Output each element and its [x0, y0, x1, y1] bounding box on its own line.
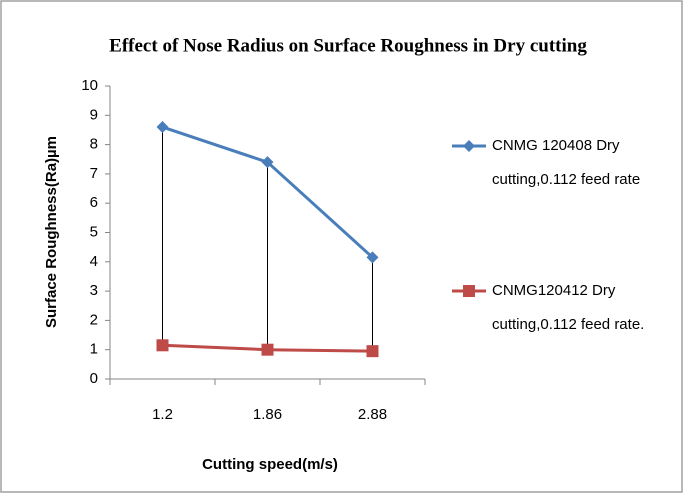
- x-tick-label: 2.88: [358, 406, 387, 423]
- y-tick-label: 8: [90, 136, 98, 153]
- y-tick-label: 0: [90, 370, 98, 387]
- y-tick-label: 1: [90, 341, 98, 358]
- y-tick-label: 4: [90, 253, 98, 270]
- legend-label: CNMG 120408 Dry cutting,0.112 feed rate: [492, 137, 640, 188]
- marker: [156, 339, 169, 352]
- legend-line-2: cutting,0.112 feed rate.: [492, 316, 644, 333]
- y-tick-label: 5: [90, 223, 98, 240]
- x-tick-label: 1.86: [253, 406, 282, 423]
- y-tick-label: 10: [81, 77, 98, 94]
- legend-label: CNMG120412 Dry cutting,0.112 feed rate.: [492, 282, 644, 333]
- y-tick-label: 7: [90, 165, 98, 182]
- y-tick-label: 2: [90, 311, 98, 328]
- marker: [463, 285, 475, 297]
- y-tick-label: 6: [90, 194, 98, 211]
- marker: [366, 251, 379, 264]
- x-axis-title: Cutting speed(m/s): [202, 456, 338, 473]
- x-tick-label: 1.2: [152, 406, 173, 423]
- y-tick-label: 9: [90, 106, 98, 123]
- y-tick-label: 3: [90, 282, 98, 299]
- chart-title: Effect of Nose Radius on Surface Roughne…: [109, 35, 587, 56]
- marker: [261, 156, 274, 169]
- legend-line-1: CNMG 120408 Dry: [492, 137, 624, 154]
- marker: [261, 343, 274, 356]
- legend-line-2: cutting,0.112 feed rate: [492, 171, 640, 188]
- marker: [366, 345, 379, 358]
- y-axis-title: Surface Roughness(Ra)µm: [43, 136, 60, 328]
- marker: [156, 121, 169, 134]
- legend-line-1: CNMG120412 Dry: [492, 282, 620, 299]
- marker: [463, 140, 475, 152]
